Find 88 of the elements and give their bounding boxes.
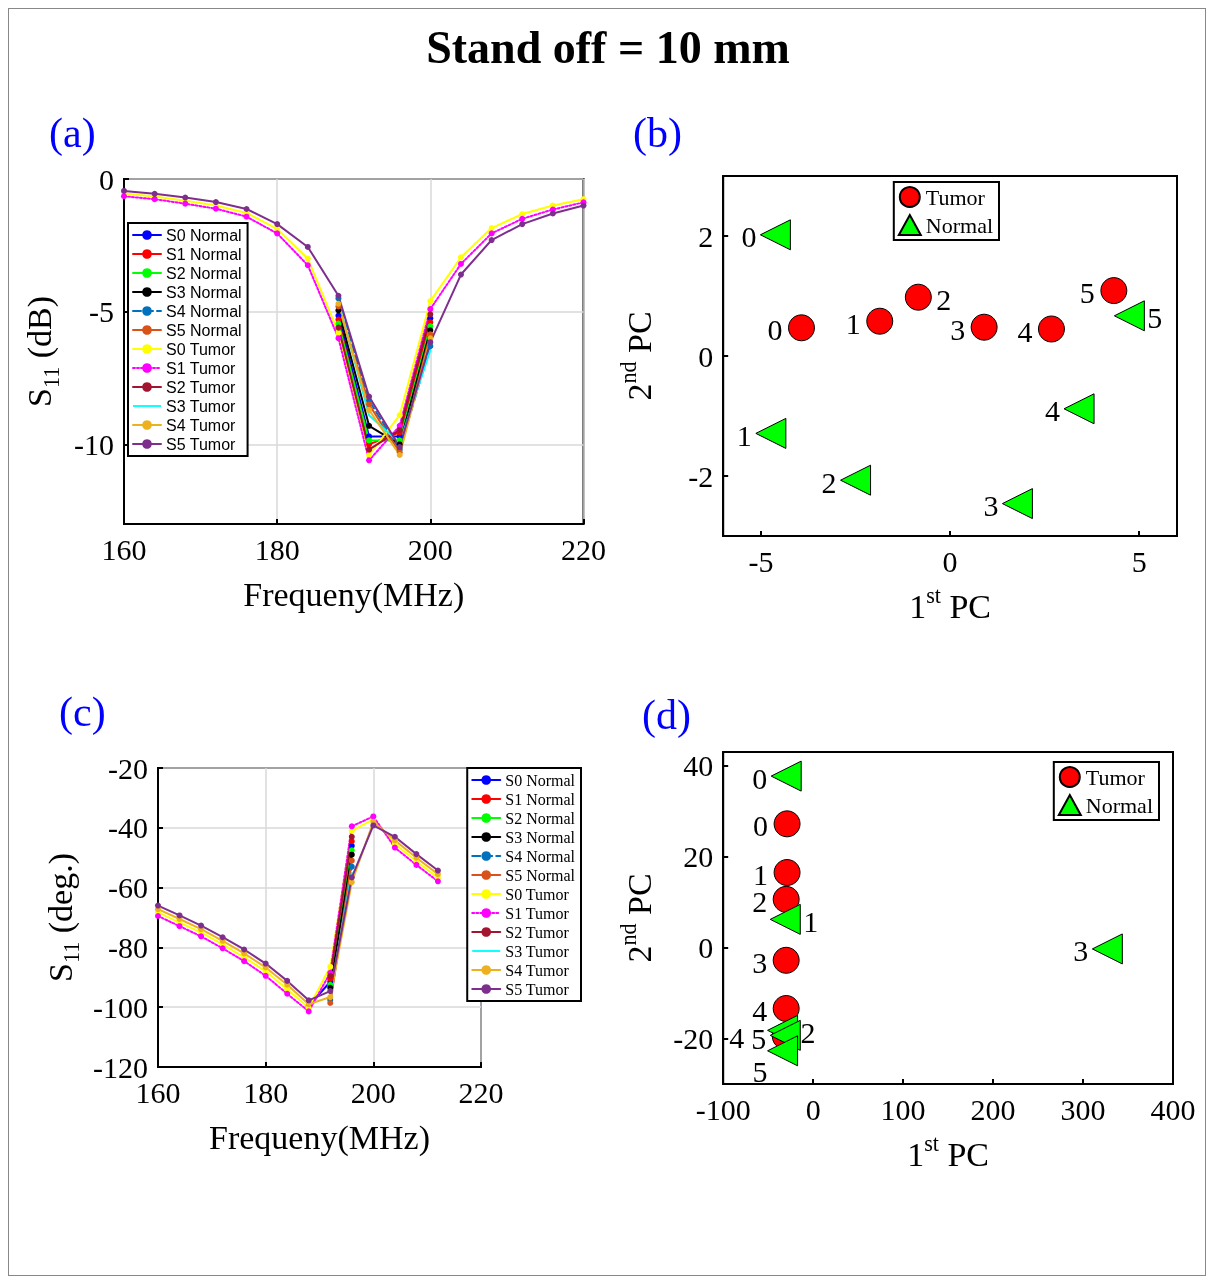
legend-label: S5 Tumor — [166, 435, 237, 453]
legend-label: S0 Tumor — [505, 885, 570, 903]
legend-label: S4 Normal — [166, 302, 242, 320]
legend-label: S0 Normal — [166, 226, 242, 244]
annotation: 2 — [821, 465, 837, 499]
legend-label: S1 Tumor — [505, 904, 570, 922]
y-tick-label: -10 — [74, 427, 114, 461]
annotation: 0 — [752, 761, 768, 795]
y-tick-label: 0 — [99, 162, 114, 196]
annotation: 5 — [1147, 301, 1163, 335]
x-tick-label: 100 — [880, 1092, 926, 1126]
annotation: 4 — [729, 1020, 745, 1054]
chart-subtitle: (a) — [49, 110, 96, 157]
legend-label: S5 Tumor — [505, 980, 570, 998]
y-tick-label: -40 — [108, 811, 148, 845]
x-tick-label: 220 — [561, 532, 606, 566]
x-tick-label: 200 — [350, 1075, 396, 1109]
legend-label: S0 Normal — [505, 771, 576, 789]
legend-label: Normal — [925, 212, 993, 238]
annotation: 5 — [1079, 276, 1095, 310]
y-tick-label: -2 — [688, 459, 714, 493]
x-tick-label: 220 — [458, 1075, 504, 1109]
annotation: 1 — [803, 904, 819, 938]
legend-label: Tumor — [1085, 764, 1146, 790]
annotation: 1 — [845, 306, 861, 340]
x-axis-title: Frequeny(MHz) — [209, 1118, 430, 1157]
y-axis-title: S11 (deg.) — [41, 853, 84, 982]
legend-label: S3 Tumor — [505, 942, 570, 960]
x-tick-label: 300 — [1060, 1092, 1106, 1126]
legend-label: S3 Normal — [166, 283, 242, 301]
annotation: 3 — [950, 312, 966, 346]
y-tick-label: -60 — [108, 871, 148, 905]
x-tick-label: 180 — [254, 532, 300, 566]
chart-title: (d) — [642, 692, 691, 739]
x-tick-label: 180 — [243, 1075, 289, 1109]
annotation: 4 — [1045, 394, 1061, 428]
y-tick-label: -100 — [93, 990, 148, 1024]
x-tick-label: 400 — [1150, 1092, 1196, 1126]
x-tick-label: 200 — [970, 1092, 1016, 1126]
legend-label: S3 Normal — [505, 828, 576, 846]
chart-title: (b) — [633, 110, 682, 157]
annotation: 2 — [936, 282, 952, 316]
x-tick-label: 5 — [1131, 544, 1147, 578]
x-tick-label: 0 — [805, 1092, 821, 1126]
y-tick-label: 20 — [683, 840, 714, 874]
y-tick-label: 2 — [698, 219, 714, 253]
x-tick-label: 160 — [101, 532, 147, 566]
legend-label: S2 Tumor — [166, 378, 237, 396]
y-tick-label: -80 — [108, 930, 148, 964]
annotation: 0 — [767, 313, 783, 347]
annotation: 0 — [753, 809, 769, 843]
legend-label: S5 Normal — [166, 321, 242, 339]
x-tick-label: 0 — [942, 544, 958, 578]
annotation: 2 — [800, 1015, 816, 1049]
legend-label: S4 Normal — [505, 847, 576, 865]
x-axis-title: Frequeny(MHz) — [243, 575, 465, 614]
y-axis-title: S11 (dB) — [21, 295, 64, 408]
legend-label: Tumor — [925, 184, 986, 210]
legend-label: S1 Normal — [166, 245, 242, 263]
y-tick-label: -5 — [89, 295, 114, 329]
legend-label: S0 Tumor — [166, 340, 237, 358]
legend-label: S3 Tumor — [166, 397, 237, 415]
legend-label: S1 Tumor — [166, 359, 237, 377]
x-tick-label: -5 — [748, 544, 774, 578]
annotation: 3 — [1073, 934, 1089, 968]
y-tick-label: 0 — [698, 931, 714, 965]
legend-label: S4 Tumor — [166, 416, 237, 434]
legend-label: S2 Normal — [166, 264, 242, 282]
chart-title: Stand off = 10 mm — [425, 21, 791, 74]
y-axis-title: 2nd PC — [615, 311, 658, 401]
y-tick-label: 40 — [683, 749, 714, 783]
y-tick-label: -20 — [108, 751, 148, 785]
chart-title: (c) — [59, 689, 106, 736]
annotation: 1 — [736, 418, 752, 452]
legend-label: Normal — [1085, 792, 1153, 818]
y-axis-title: 2nd PC — [615, 873, 658, 963]
legend-label: S1 Normal — [505, 790, 576, 808]
x-tick-label: 200 — [407, 532, 453, 566]
legend-label: S2 Tumor — [505, 923, 570, 941]
legend-label: S5 Normal — [505, 866, 576, 884]
legend-label: S2 Normal — [505, 809, 576, 827]
y-tick-label: 0 — [698, 339, 714, 373]
annotation: 0 — [741, 220, 757, 254]
y-tick-label: -20 — [673, 1022, 714, 1056]
annotation: 3 — [983, 489, 999, 523]
annotation: 4 — [1017, 314, 1033, 348]
legend-label: S4 Tumor — [505, 961, 570, 979]
annotation: 3 — [752, 945, 768, 979]
